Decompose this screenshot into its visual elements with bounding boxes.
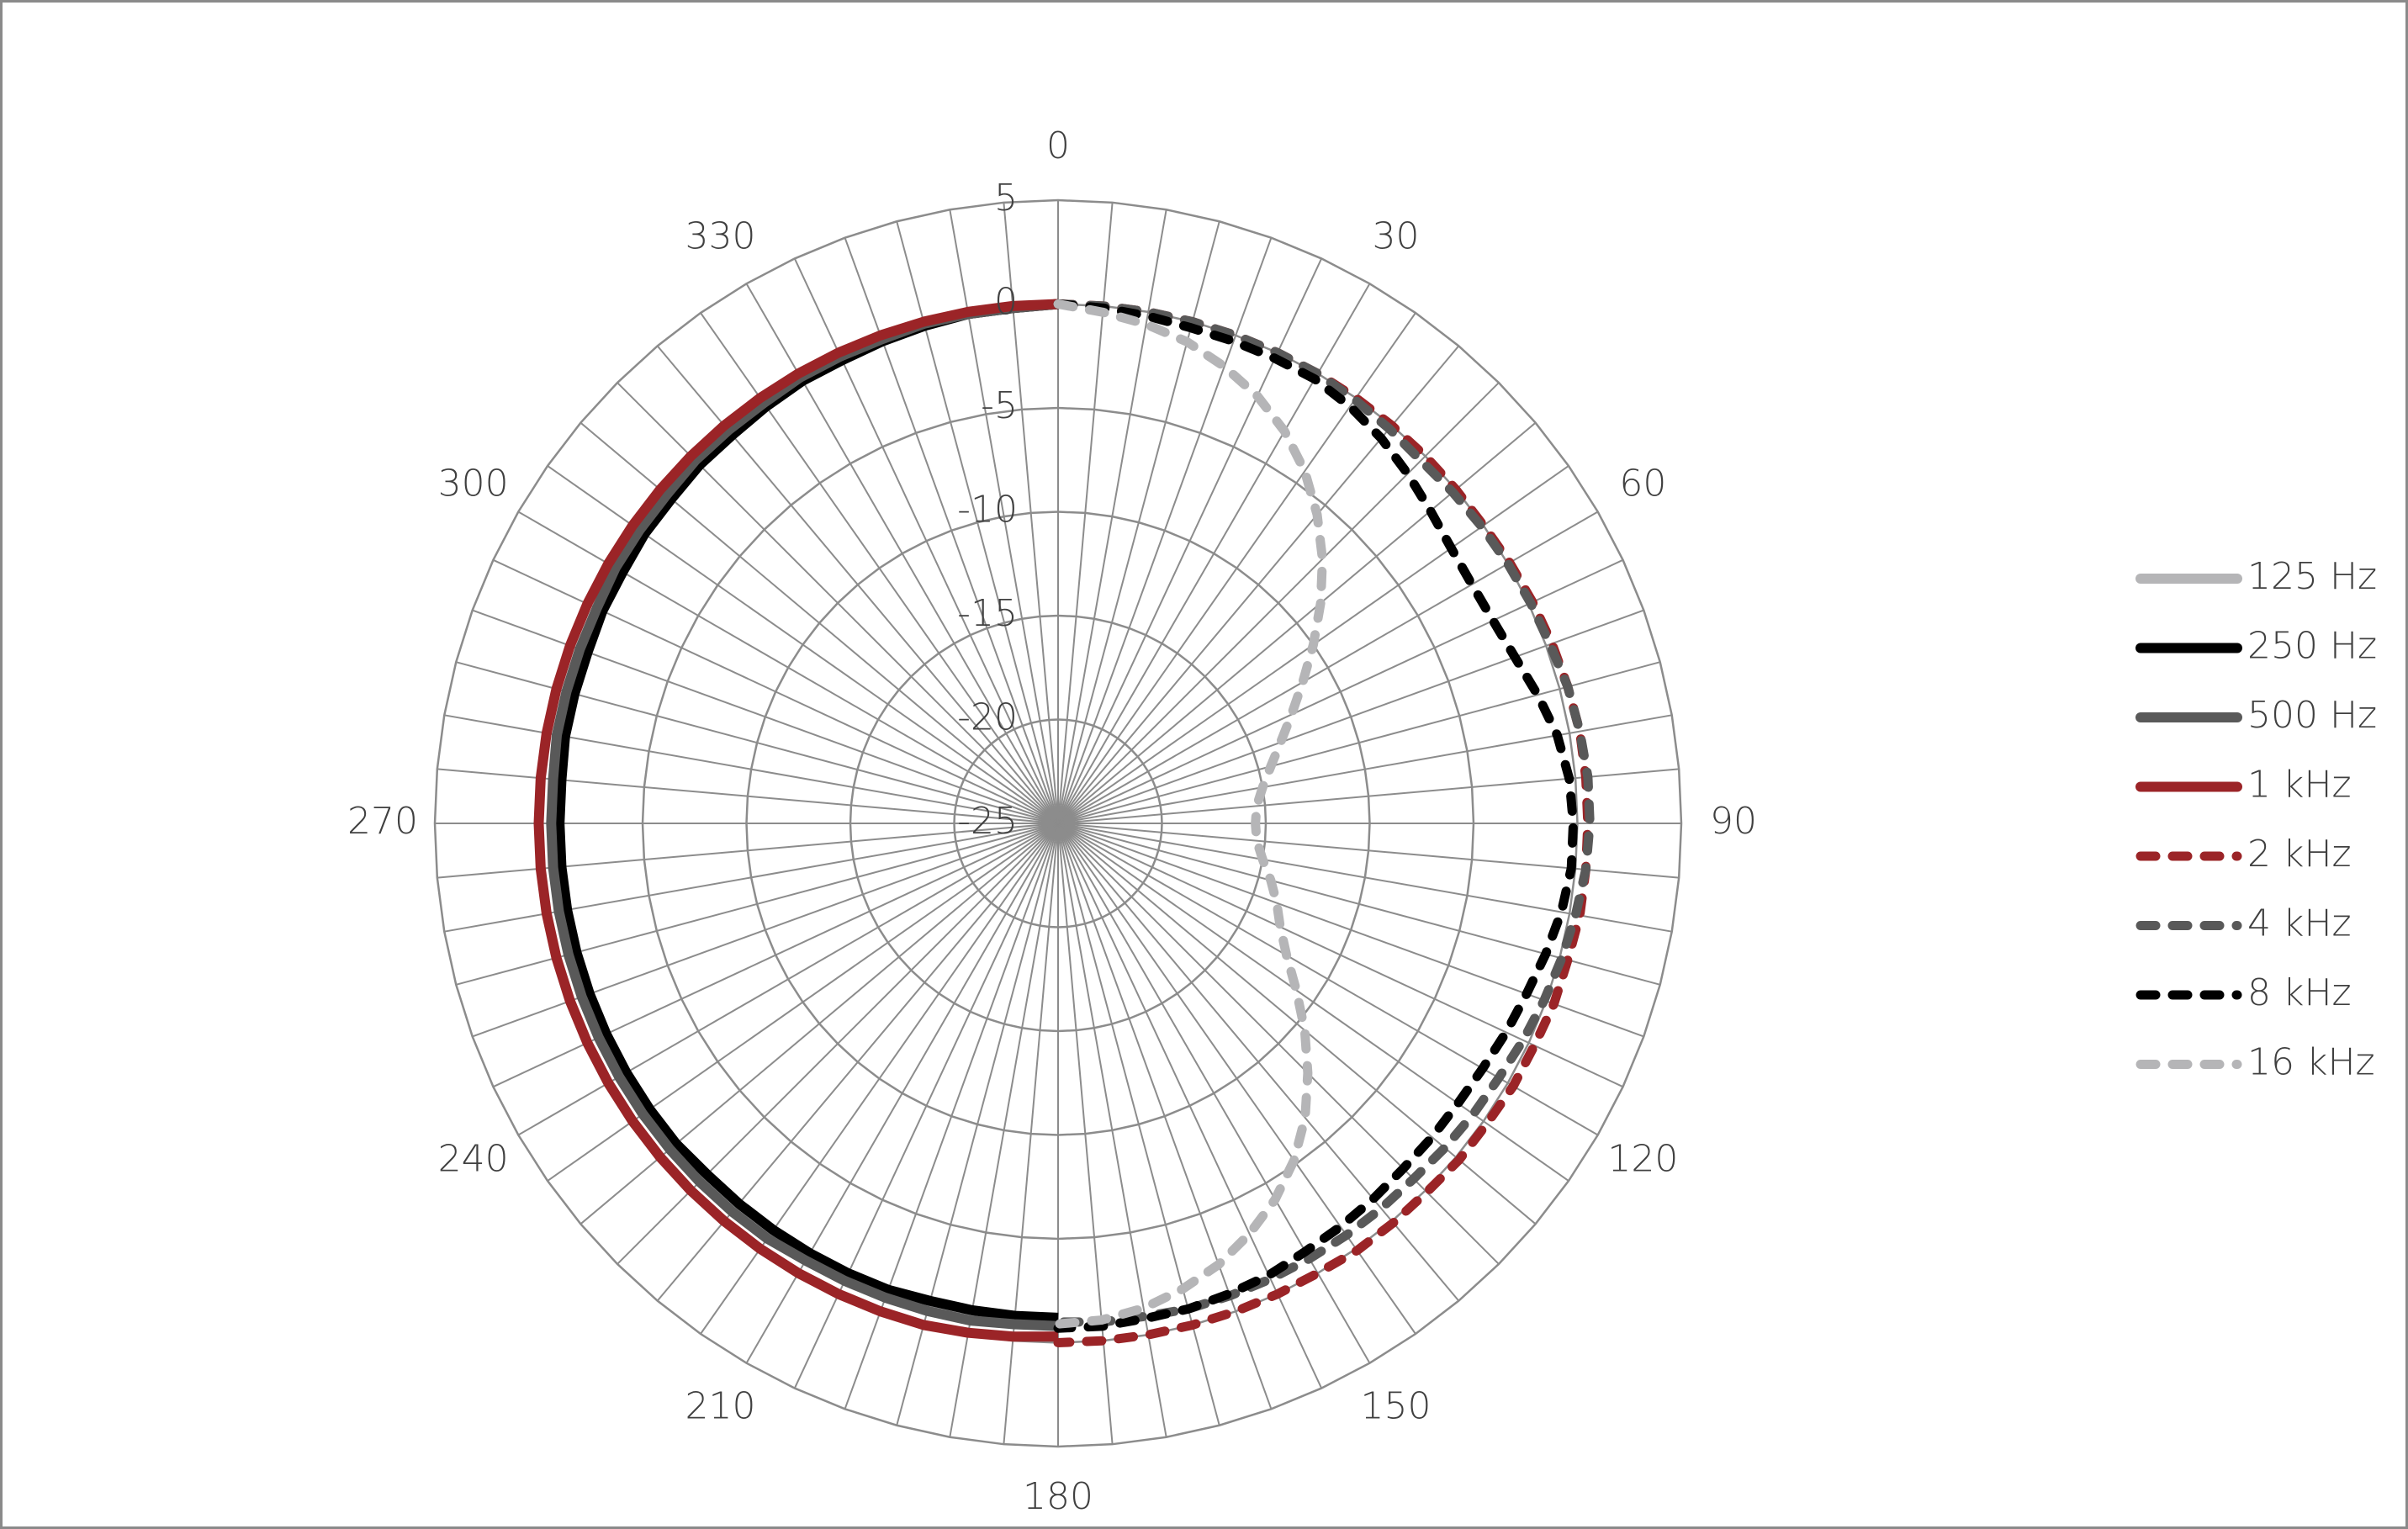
grid-ring	[953, 718, 1163, 929]
series-layer	[533, 299, 1595, 1347]
legend: 125 Hz 250 Hz 500 Hz 1 kHz 2 kHz 4 kHz 8 kHz 16…	[2135, 555, 2377, 1084]
series-line	[1053, 299, 1327, 1329]
legend-label: 4 kHz	[2247, 902, 2352, 945]
angle-label: 60	[1619, 463, 1666, 505]
angle-label: 240	[438, 1138, 509, 1181]
angle-label: 0	[1046, 124, 1070, 167]
angle-label: 330	[685, 215, 756, 258]
grid	[433, 198, 1683, 1448]
radial-tick-label: -15	[957, 592, 1018, 635]
labels-layer: -25-20-15-10-505030609012015018021024027…	[347, 124, 1757, 1518]
radial-tick-label: 5	[994, 177, 1018, 220]
legend-label: 2 kHz	[2247, 833, 2352, 876]
grid-ring	[641, 406, 1475, 1241]
radial-tick-label: 0	[994, 281, 1018, 324]
series-line	[1053, 299, 1579, 1333]
radial-tick-label: -10	[957, 489, 1018, 532]
radial-tick-label: -20	[957, 696, 1018, 739]
series-line	[533, 299, 1059, 1342]
radial-tick-label: -25	[957, 800, 1018, 843]
grid-ring	[849, 614, 1268, 1033]
angle-label: 270	[347, 800, 418, 843]
legend-label: 8 kHz	[2247, 971, 2352, 1014]
series-line	[1053, 299, 1595, 1327]
angle-label: 300	[438, 463, 509, 505]
legend-label: 500 Hz	[2247, 694, 2377, 737]
angle-label: 210	[685, 1384, 756, 1427]
angle-label: 120	[1607, 1138, 1678, 1181]
legend-label: 250 Hz	[2247, 625, 2377, 668]
radial-tick-label: -5	[981, 384, 1018, 427]
legend-label: 125 Hz	[2247, 555, 2377, 598]
grid-ring	[433, 198, 1683, 1448]
angle-label: 180	[1023, 1475, 1093, 1518]
angle-label: 90	[1710, 800, 1757, 843]
legend-label: 16 kHz	[2247, 1041, 2375, 1084]
angle-label: 30	[1373, 215, 1420, 258]
grid-ring	[745, 511, 1371, 1136]
angle-label: 150	[1361, 1384, 1432, 1427]
legend-label: 1 kHz	[2247, 764, 2352, 807]
